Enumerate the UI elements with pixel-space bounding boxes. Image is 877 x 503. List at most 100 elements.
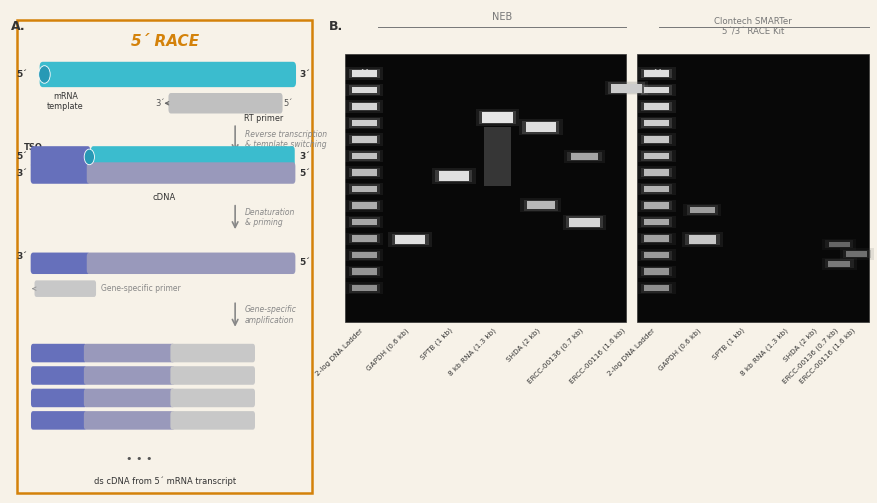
Text: GAPDH (0.6 kb): GAPDH (0.6 kb) xyxy=(657,327,702,372)
Circle shape xyxy=(39,66,50,83)
Text: Gene-specific primer: Gene-specific primer xyxy=(100,284,180,293)
Text: ERCC-00136 (0.7 kb): ERCC-00136 (0.7 kb) xyxy=(781,327,838,385)
Bar xyxy=(644,186,668,192)
Text: ERCC-00116 (1.6 kb): ERCC-00116 (1.6 kb) xyxy=(798,327,856,385)
FancyBboxPatch shape xyxy=(84,411,175,430)
Bar xyxy=(637,249,675,261)
Bar xyxy=(483,127,510,186)
Bar xyxy=(644,285,668,291)
Bar xyxy=(345,266,383,278)
Bar xyxy=(644,202,668,209)
FancyBboxPatch shape xyxy=(84,389,175,407)
Bar xyxy=(688,235,716,244)
Bar xyxy=(352,252,376,259)
FancyBboxPatch shape xyxy=(31,146,90,167)
Bar xyxy=(689,207,714,213)
Bar xyxy=(640,201,672,210)
Text: TSO: TSO xyxy=(24,142,43,151)
Bar xyxy=(607,82,644,94)
Bar xyxy=(640,217,672,227)
Bar xyxy=(348,185,380,194)
Text: 5´: 5´ xyxy=(299,169,310,178)
Bar xyxy=(644,120,668,126)
Bar xyxy=(640,267,672,276)
Bar xyxy=(637,150,675,162)
Bar xyxy=(345,150,383,162)
Bar xyxy=(637,101,675,113)
Bar xyxy=(352,269,376,275)
Bar xyxy=(637,183,675,195)
Bar xyxy=(821,258,856,270)
Bar xyxy=(345,101,383,113)
Text: 2-log DNA Ladder: 2-log DNA Ladder xyxy=(607,327,656,377)
Bar xyxy=(352,103,376,110)
Bar xyxy=(391,233,428,245)
Bar xyxy=(644,269,668,275)
Bar xyxy=(345,232,383,245)
Text: NEB: NEB xyxy=(492,12,512,22)
Bar xyxy=(352,202,376,209)
Bar xyxy=(348,168,380,177)
Bar xyxy=(352,285,376,291)
Bar xyxy=(637,117,675,129)
FancyBboxPatch shape xyxy=(84,366,175,385)
Bar xyxy=(478,111,515,124)
Text: Gene-specific
amplification: Gene-specific amplification xyxy=(245,305,296,325)
Bar xyxy=(524,200,558,211)
Bar xyxy=(685,233,719,245)
Text: Denaturation
& priming: Denaturation & priming xyxy=(245,208,295,227)
Bar xyxy=(644,235,668,242)
Text: 3´: 3´ xyxy=(299,152,310,161)
Text: M: M xyxy=(652,68,660,77)
Bar xyxy=(567,151,601,161)
Bar xyxy=(348,135,380,144)
Bar xyxy=(640,118,672,128)
Bar xyxy=(348,201,380,210)
Bar xyxy=(345,200,383,212)
Bar xyxy=(348,69,380,78)
Text: 5´: 5´ xyxy=(16,70,27,79)
Bar xyxy=(345,84,383,96)
Text: Clontech SMARTer
5´/3´ RACE Kit: Clontech SMARTer 5´/3´ RACE Kit xyxy=(714,18,791,37)
Bar xyxy=(827,261,849,267)
Bar xyxy=(644,219,668,225)
Bar xyxy=(640,250,672,260)
Text: 3´: 3´ xyxy=(155,99,165,108)
Text: 3´: 3´ xyxy=(16,252,27,261)
Bar xyxy=(568,218,599,227)
FancyBboxPatch shape xyxy=(31,389,87,407)
Text: 5´: 5´ xyxy=(283,99,292,108)
Text: 5´: 5´ xyxy=(299,259,310,267)
FancyBboxPatch shape xyxy=(31,253,90,274)
Bar xyxy=(345,282,383,294)
Bar xyxy=(644,103,668,110)
Bar xyxy=(345,183,383,195)
Bar xyxy=(682,204,721,216)
Bar xyxy=(640,86,672,95)
Bar xyxy=(838,248,873,260)
Bar xyxy=(570,153,597,160)
Bar xyxy=(348,234,380,243)
FancyBboxPatch shape xyxy=(31,344,87,362)
Text: 8 kb RNA (1.3 kb): 8 kb RNA (1.3 kb) xyxy=(739,327,788,377)
Bar xyxy=(520,198,560,212)
Bar xyxy=(644,136,668,143)
Bar xyxy=(640,135,672,144)
FancyBboxPatch shape xyxy=(87,162,295,184)
Bar xyxy=(475,109,518,126)
Circle shape xyxy=(84,149,95,164)
Bar xyxy=(637,266,675,278)
Bar xyxy=(637,282,675,294)
Bar xyxy=(522,121,559,133)
Text: B.: B. xyxy=(328,20,343,33)
Bar xyxy=(352,170,376,176)
Bar xyxy=(348,102,380,111)
Bar xyxy=(828,242,849,246)
Bar xyxy=(640,69,672,78)
Bar xyxy=(640,151,672,160)
Bar xyxy=(348,284,380,293)
Bar xyxy=(644,70,668,76)
Bar xyxy=(604,81,647,96)
Bar xyxy=(348,217,380,227)
FancyBboxPatch shape xyxy=(34,280,96,297)
